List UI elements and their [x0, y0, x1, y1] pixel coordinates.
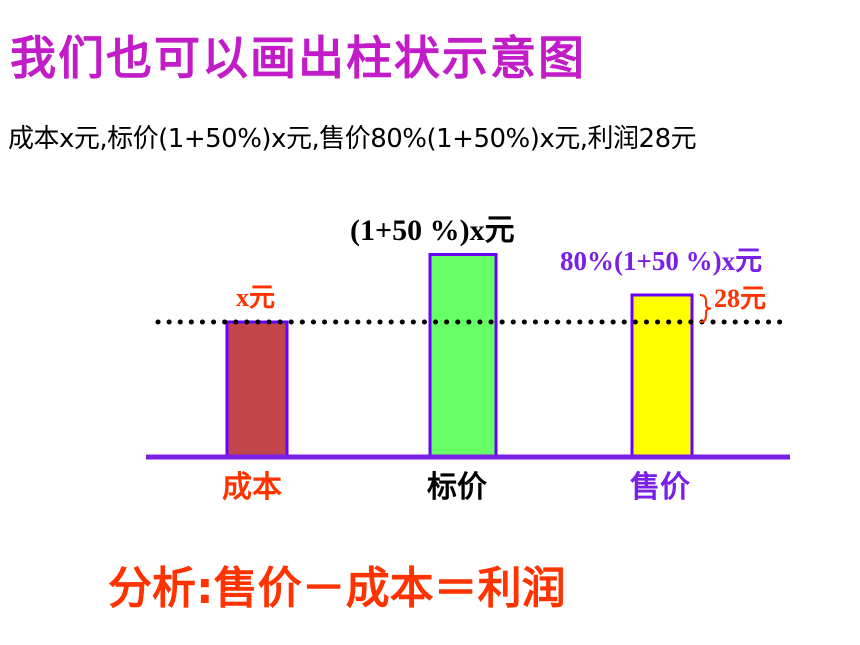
list-price-value-label: (1+50 %)x元 — [350, 214, 515, 247]
category-label-list-price: 标价 — [427, 470, 487, 505]
profit-brace-icon — [699, 294, 712, 323]
problem-statement: 成本x元,标价(1+50%)x元,售价80%(1+50%)x元,利润28元 — [8, 124, 697, 154]
profit-annotation: 28元 — [714, 284, 766, 313]
bar-cost — [225, 320, 289, 459]
bar-list-price — [428, 253, 498, 459]
cost-value-label: x元 — [236, 283, 275, 312]
analysis-equation: 分析:售价－成本＝利润 — [108, 563, 566, 614]
category-label-sale-price: 售价 — [630, 470, 690, 505]
page-title: 我们也可以画出柱状示意图 — [10, 31, 586, 85]
category-label-cost: 成本 — [222, 470, 282, 505]
bar-sale-price — [630, 293, 694, 459]
sale-price-value-label: 80%(1+50 %)x元 — [560, 246, 762, 276]
